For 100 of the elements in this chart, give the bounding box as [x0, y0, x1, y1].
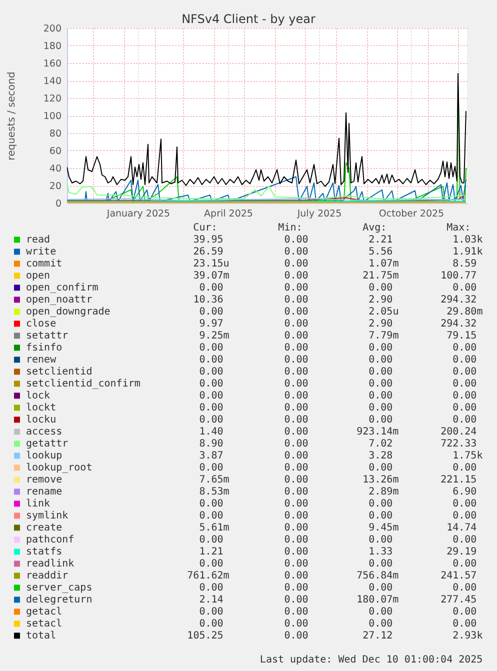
text: 0.00 — [284, 378, 308, 390]
text: 0.00 — [452, 618, 477, 630]
text: 0.00 — [452, 462, 477, 474]
text: 29.80m — [446, 306, 483, 318]
legend-label: open_noattr — [26, 294, 92, 306]
text: 0.00 — [284, 498, 308, 510]
legend-label: renew — [26, 354, 58, 366]
legend-label: delegreturn — [26, 594, 92, 606]
text: 23.15u — [193, 258, 230, 270]
legend-label: setclientid_confirm — [26, 378, 140, 390]
text: 1.91k — [452, 246, 483, 258]
text: 0.00 — [284, 462, 308, 474]
text: 0.00 — [199, 510, 224, 522]
text: 722.33 — [440, 438, 477, 450]
text: 0.00 — [452, 366, 477, 378]
text: 0.00 — [199, 462, 224, 474]
text: 0.00 — [284, 570, 308, 582]
text: 21.75m — [362, 270, 399, 282]
text: 39.07m — [193, 270, 230, 282]
text: 0.00 — [199, 582, 224, 594]
legend-label: rename — [26, 486, 62, 498]
text: 10.36 — [193, 294, 224, 306]
legend-label: commit — [26, 258, 62, 270]
y-tick-label: 0 — [55, 198, 62, 210]
text: 0.00 — [284, 342, 308, 354]
text: 0.00 — [284, 330, 308, 342]
text: 0.00 — [199, 414, 224, 426]
y-tick-label: 140 — [43, 76, 62, 87]
text: 1.40 — [199, 426, 224, 438]
x-tick-label: July 2025 — [296, 208, 342, 220]
text: 1.33 — [368, 546, 393, 558]
text: 0.00 — [452, 354, 477, 366]
x-tick-label: October 2025 — [378, 208, 444, 220]
text: 0.00 — [284, 558, 308, 570]
text: 0.00 — [284, 234, 308, 246]
text: 2.14 — [199, 594, 224, 606]
text: 0.00 — [199, 354, 224, 366]
text: 0.00 — [284, 294, 308, 306]
text: 0.00 — [368, 582, 393, 594]
legend-label: total — [26, 630, 56, 642]
text: 294.32 — [440, 294, 477, 306]
text: 0.00 — [284, 474, 308, 486]
text: 7.79m — [368, 330, 399, 342]
text: 29.19 — [446, 546, 477, 558]
legend-label: write — [26, 246, 56, 258]
y-tick-label: 100 — [43, 111, 62, 122]
text: 0.00 — [368, 390, 393, 402]
text: 27.12 — [362, 630, 393, 642]
text: 9.97 — [199, 318, 224, 330]
text: Cur: — [193, 222, 218, 234]
legend-label: fsinfo — [26, 342, 62, 354]
legend-label: open — [26, 270, 50, 282]
text: 7.02 — [368, 438, 393, 450]
text: 2.89m — [368, 486, 399, 498]
text: 0.00 — [452, 342, 477, 354]
text: 0.00 — [284, 306, 308, 318]
text: 0.00 — [284, 618, 308, 630]
text: 0.00 — [452, 390, 477, 402]
text: 0.00 — [284, 486, 308, 498]
text: 1.07m — [368, 258, 399, 270]
text: 2.21 — [368, 234, 393, 246]
text: 0.00 — [368, 462, 393, 474]
legend-label: readlink — [26, 558, 74, 570]
legend-label: lock — [26, 390, 50, 402]
y-tick-label: 160 — [43, 58, 62, 70]
chart-title: NFSv4 Client - by year — [182, 12, 316, 26]
text: 241.57 — [440, 570, 477, 582]
legend-label: open_confirm — [26, 282, 98, 294]
legend-label: server_caps — [26, 582, 92, 594]
legend-label: lockt — [26, 402, 56, 414]
legend-label: remove — [26, 474, 62, 486]
line-series — [67, 182, 466, 200]
text: 0.00 — [284, 402, 308, 414]
text: 0.00 — [199, 378, 224, 390]
text: 105.25 — [187, 630, 224, 642]
text: 5.56 — [368, 246, 393, 258]
text: 0.00 — [199, 498, 224, 510]
text: 200.24 — [440, 426, 477, 438]
legend-label: statfs — [26, 546, 62, 558]
legend-label: create — [26, 522, 62, 534]
text: 0.00 — [199, 390, 224, 402]
text: Avg: — [362, 222, 387, 234]
text: 0.00 — [452, 402, 477, 414]
text: 0.00 — [452, 606, 477, 618]
text: 0.00 — [284, 594, 308, 606]
text: 0.00 — [368, 342, 393, 354]
text: 0.00 — [199, 282, 224, 294]
text: 0.00 — [284, 318, 308, 330]
text: 0.00 — [368, 534, 393, 546]
legend-label: open_downgrade — [26, 306, 110, 318]
text: 761.62m — [187, 570, 230, 582]
text: 0.00 — [368, 414, 393, 426]
text: 2.90 — [368, 294, 393, 306]
text: Max: — [446, 222, 471, 234]
y-tick-label: 120 — [43, 94, 62, 104]
text: 0.00 — [452, 378, 477, 390]
y-tick-label: 180 — [43, 41, 62, 52]
text: 0.00 — [284, 426, 308, 438]
text: 5.61m — [199, 522, 230, 534]
text: 0.00 — [368, 378, 393, 390]
